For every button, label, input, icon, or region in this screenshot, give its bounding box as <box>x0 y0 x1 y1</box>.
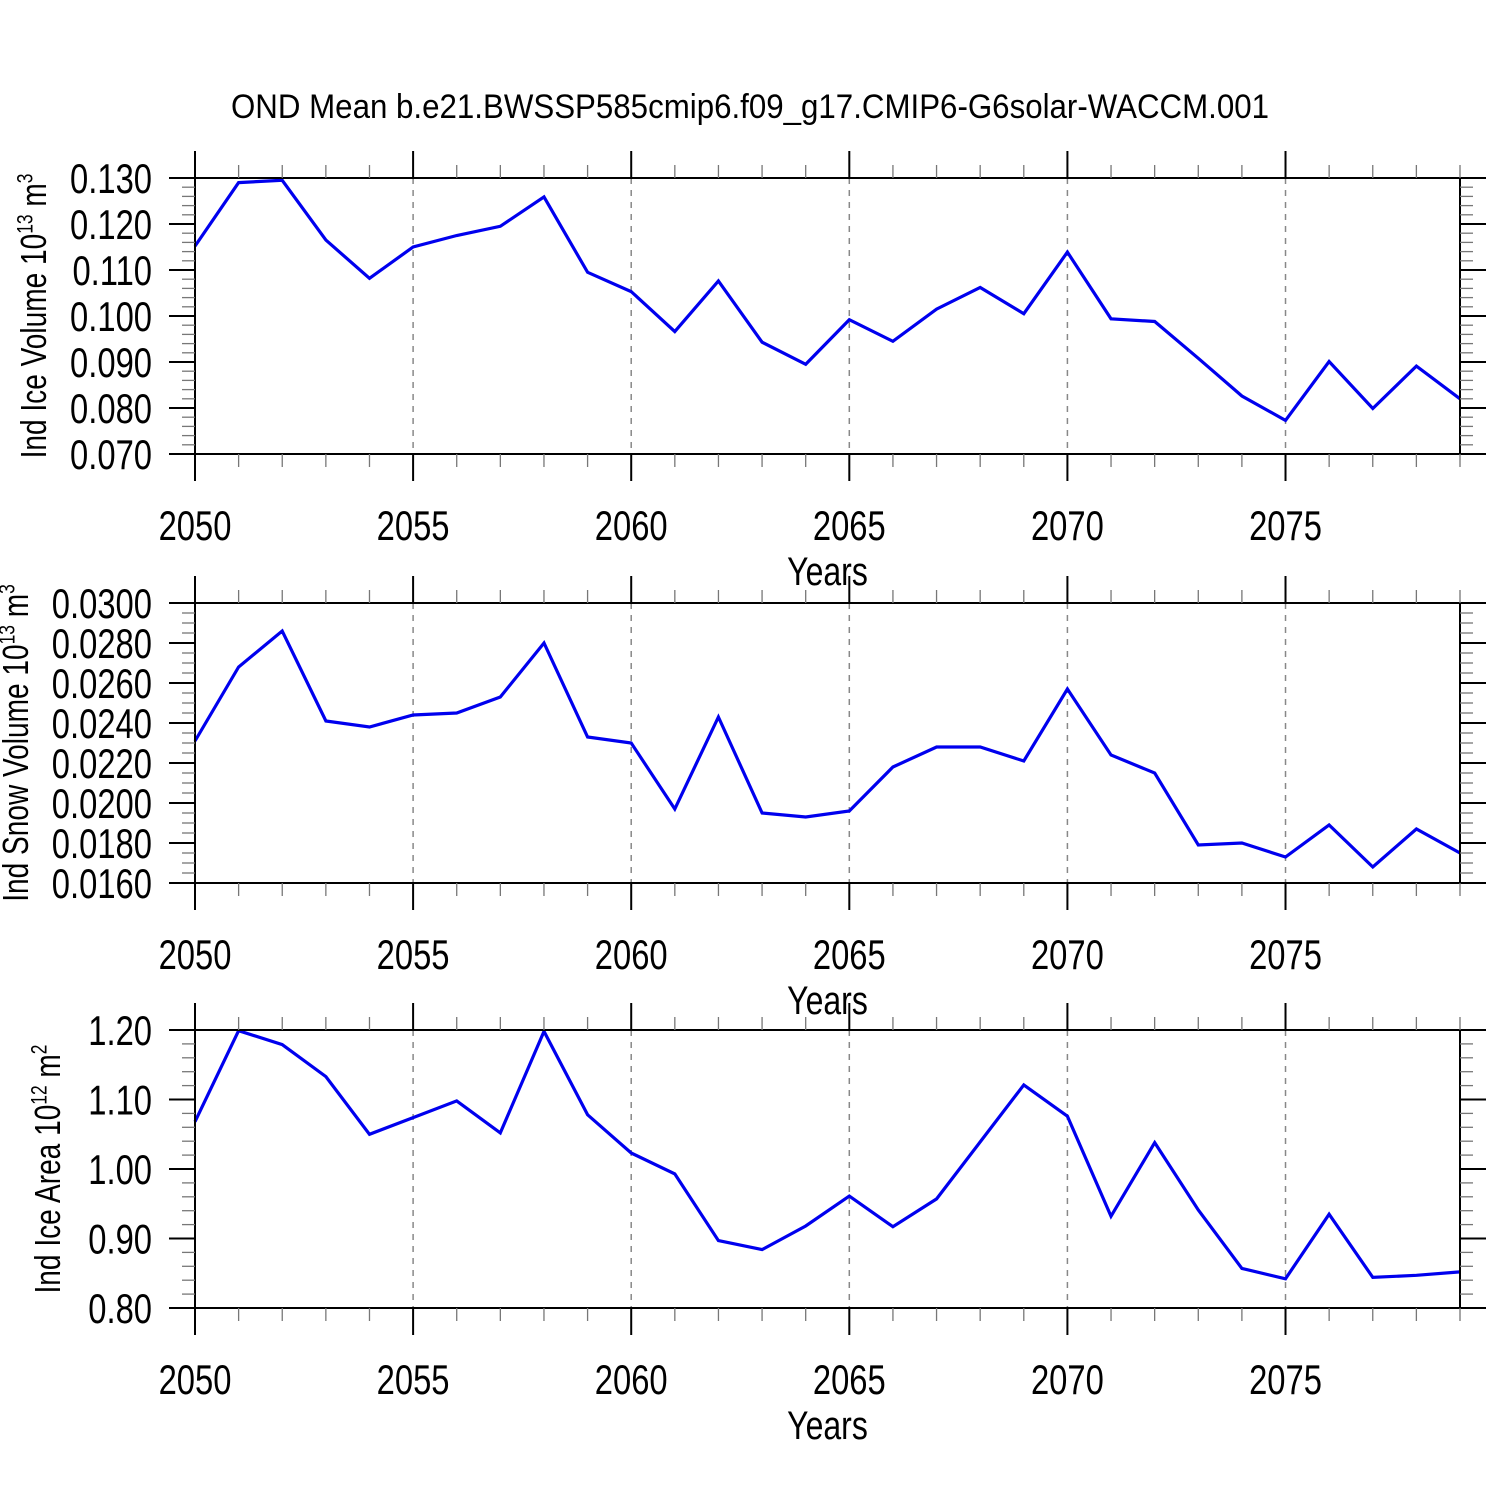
x-axis-title: Years <box>787 978 868 1023</box>
plot-border <box>194 1029 1461 1309</box>
x-axis: 2050 2055 2060 2065 2070 2075 <box>159 576 1461 978</box>
x-tick-label: 2060 <box>595 1356 668 1403</box>
chart-title: OND Mean b.e21.BWSSP585cmip6.f09_g17.CMI… <box>231 87 1269 126</box>
x-tick-label: 2075 <box>1249 931 1322 978</box>
y-tick-label: 0.0260 <box>52 660 152 707</box>
gridlines <box>412 1030 1287 1308</box>
x-tick-label: 2070 <box>1031 931 1104 978</box>
gridlines <box>412 178 1287 454</box>
y-tick-label: 0.120 <box>70 201 152 248</box>
x-tick-label: 2050 <box>159 1356 232 1403</box>
y-axis: 0.01600.01800.02000.02200.02400.02600.02… <box>52 580 1486 907</box>
y-axis-title: Ind Snow Volume 1013 m3 <box>0 584 36 902</box>
x-tick-label: 2060 <box>595 931 668 978</box>
x-axis: 2050 2055 2060 2065 2070 2075 <box>159 1003 1461 1403</box>
plot-border <box>194 602 1461 884</box>
y-tick-label: 0.90 <box>88 1216 152 1263</box>
x-tick-label: 2055 <box>377 931 450 978</box>
y-axis-title: Ind Ice Volume 1013 m3 <box>13 174 53 459</box>
y-tick-label: 0.0220 <box>52 740 152 787</box>
y-tick-label: 0.090 <box>70 339 152 386</box>
x-axis: 2050 2055 2060 2065 2070 2075 <box>159 151 1461 549</box>
x-tick-label: 2075 <box>1249 1356 1322 1403</box>
x-tick-label: 2050 <box>159 931 232 978</box>
x-axis-title: Years <box>787 1403 868 1448</box>
x-tick-label: 2055 <box>377 1356 450 1403</box>
series-line <box>193 628 1461 870</box>
y-tick-label: 0.100 <box>70 293 152 340</box>
y-axis: 0.80 0.90 1.00 1.10 1.20 <box>88 1007 1486 1332</box>
y-tick-label: 0.0200 <box>52 780 152 827</box>
panel-snow-volume: 0.01600.01800.02000.02200.02400.02600.02… <box>0 576 1486 1023</box>
y-tick-label: 0.130 <box>70 155 152 202</box>
y-tick-label: 1.00 <box>88 1146 152 1193</box>
y-tick-label: 0.080 <box>70 385 152 432</box>
x-tick-label: 2055 <box>377 502 450 549</box>
panel-ice-area: 0.80 0.90 1.00 1.10 1.20 2050 2055 2060 2065 2070… <box>27 1003 1486 1448</box>
x-axis-title: Years <box>787 549 868 594</box>
x-tick-label: 2065 <box>813 502 886 549</box>
y-tick-label: 0.0240 <box>52 700 152 747</box>
x-tick-label: 2075 <box>1249 502 1322 549</box>
x-tick-label: 2050 <box>159 502 232 549</box>
y-tick-label: 1.20 <box>88 1007 152 1054</box>
y-tick-label: 0.110 <box>72 247 152 294</box>
y-tick-label: 0.070 <box>70 431 152 478</box>
series-line <box>193 1027 1461 1281</box>
y-tick-label: 1.10 <box>88 1077 152 1124</box>
x-tick-label: 2070 <box>1031 502 1104 549</box>
y-tick-label: 0.0180 <box>52 820 152 867</box>
y-tick-label: 0.0280 <box>52 620 152 667</box>
x-tick-label: 2060 <box>595 502 668 549</box>
y-tick-label: 0.0300 <box>52 580 152 627</box>
x-tick-label: 2065 <box>813 931 886 978</box>
x-tick-label: 2065 <box>813 1356 886 1403</box>
y-tick-label: 0.0160 <box>52 860 152 907</box>
y-axis-title: Ind Ice Area 1012 m2 <box>27 1045 67 1294</box>
gridlines <box>412 603 1287 883</box>
y-tick-label: 0.80 <box>88 1285 152 1332</box>
series-line <box>193 178 1461 423</box>
x-tick-label: 2070 <box>1031 1356 1104 1403</box>
